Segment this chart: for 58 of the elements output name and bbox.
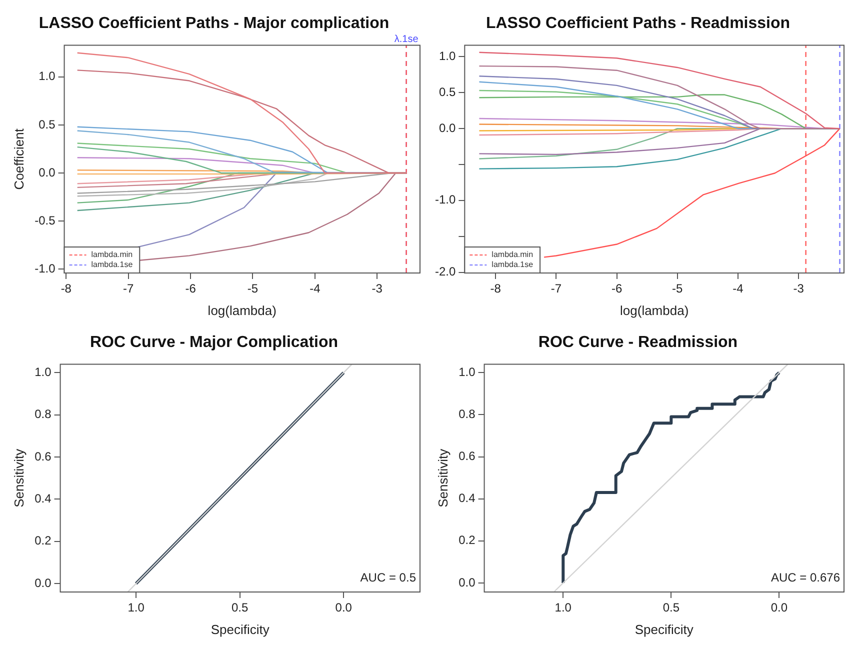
y-tick-label: 0.6 [34, 449, 52, 464]
y-tick-label: 0.6 [458, 449, 476, 464]
y-tick-label: 0.0 [38, 165, 56, 180]
y-tick-label: 0.5 [438, 84, 456, 99]
annotation: AUC = 0.676 [770, 570, 840, 584]
y-tick-label: 0.4 [34, 492, 52, 506]
x-tick-label: -8 [490, 282, 502, 296]
y-axis-title: Coefficient [11, 128, 26, 190]
legend-label: lambda.min [91, 250, 133, 260]
x-axis-title: log(lambda) [620, 302, 689, 318]
y-axis-title: Sensitivity [435, 448, 450, 508]
chart-title: ROC Curve - Major Complication [90, 334, 338, 352]
chart-title: LASSO Coefficient Paths - Readmission [486, 15, 790, 32]
x-tick-label: 0.5 [662, 600, 680, 615]
x-tick-label: -6 [185, 282, 196, 296]
x-tick-label: -6 [611, 282, 622, 296]
x-tick-label: -3 [372, 282, 383, 296]
y-tick-label: 0.8 [458, 406, 476, 421]
legend-label: lambda.1se [492, 260, 534, 270]
x-tick-label: -7 [122, 282, 134, 296]
x-tick-label: -8 [60, 282, 72, 296]
x-axis-title: log(lambda) [208, 302, 276, 318]
annotation: λ.1se [394, 34, 419, 45]
x-tick-label: 1.0 [554, 600, 572, 615]
y-tick-label: 0.2 [458, 533, 476, 548]
y-tick-label: 0.8 [34, 407, 52, 422]
annotation: AUC = 0.5 [360, 570, 416, 584]
chart-title: ROC Curve - Readmission [538, 334, 738, 352]
y-tick-label: -1.0 [434, 192, 456, 207]
y-axis-title: Sensitivity [11, 448, 26, 508]
x-tick-label: 0.0 [335, 600, 352, 615]
x-axis-title: Specificity [210, 622, 270, 637]
y-tick-label: 1.0 [34, 364, 52, 379]
y-tick-label: 1.0 [458, 364, 476, 379]
x-tick-label: -7 [550, 282, 562, 296]
x-tick-label: -5 [247, 282, 258, 296]
chart-title: LASSO Coefficient Paths - Major complication [38, 15, 390, 32]
x-tick-label: 0.5 [231, 600, 248, 615]
x-axis-title: Specificity [634, 622, 694, 637]
y-tick-label: 1.0 [38, 69, 56, 84]
y-tick-label: -2.0 [434, 264, 456, 279]
y-tick-label: -1.0 [34, 261, 56, 276]
legend-label: lambda.1se [91, 260, 134, 270]
y-tick-label: 0.5 [38, 117, 56, 132]
x-tick-label: -4 [310, 282, 321, 296]
y-tick-label: -0.5 [34, 213, 56, 228]
y-tick-label: 1.0 [438, 49, 456, 64]
y-tick-label: 0.0 [438, 120, 456, 135]
x-tick-label: -4 [732, 282, 744, 296]
x-tick-label: -5 [672, 282, 684, 296]
legend-label: lambda.min [492, 250, 534, 260]
y-tick-label: 0.0 [458, 575, 476, 590]
x-tick-label: 0.0 [770, 600, 788, 615]
x-tick-label: 1.0 [128, 600, 145, 615]
y-tick-label: 0.0 [34, 576, 52, 590]
x-tick-label: -3 [793, 282, 804, 296]
y-tick-label: 0.2 [34, 534, 52, 548]
y-tick-label: 0.4 [458, 491, 476, 506]
